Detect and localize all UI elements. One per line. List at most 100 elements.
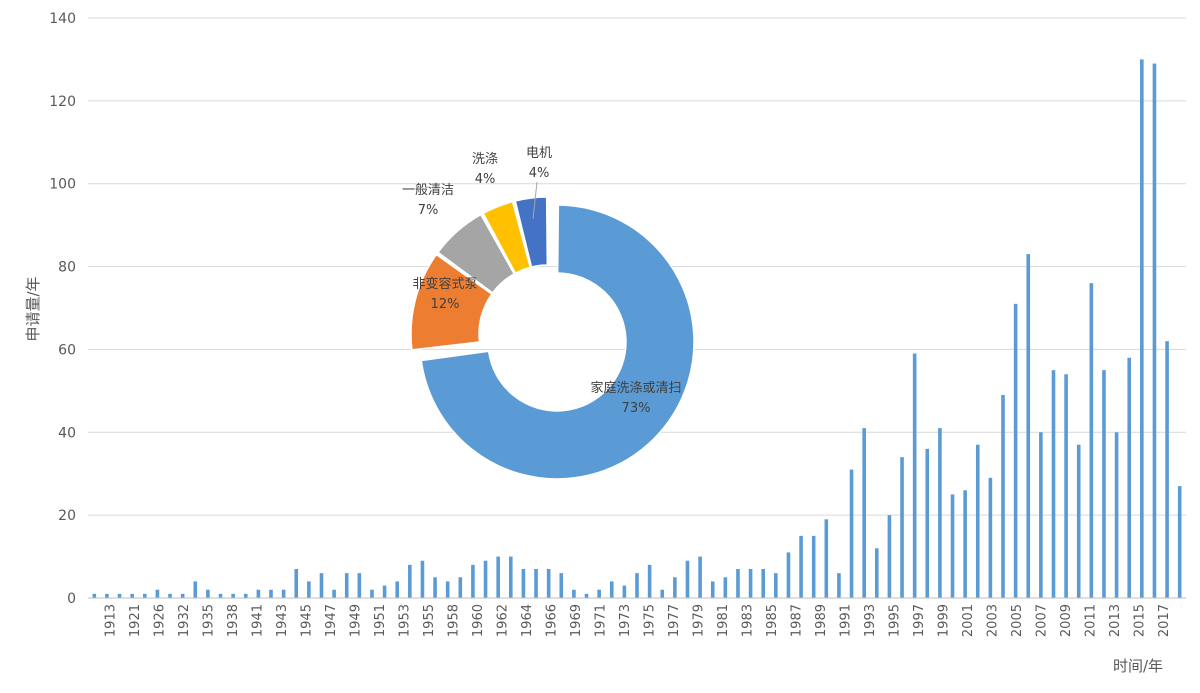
y-axis-title: 申请量/年	[24, 276, 42, 341]
x-tick-label: 1979	[691, 604, 706, 637]
bar	[483, 560, 488, 598]
bar	[382, 585, 387, 598]
bar	[471, 564, 475, 598]
x-tick-label: 1960	[471, 604, 486, 637]
bar	[761, 569, 766, 598]
bar	[408, 564, 412, 598]
x-tick-label: 1997	[912, 604, 927, 637]
bar	[231, 593, 235, 598]
leader-line	[532, 181, 538, 220]
bar	[332, 589, 336, 598]
x-tick-label: 2007	[1034, 604, 1049, 637]
bar	[597, 589, 601, 598]
bar	[508, 556, 513, 598]
x-tick-label: 1983	[740, 604, 755, 637]
x-tick-label: 1971	[593, 604, 608, 637]
bar	[710, 581, 715, 598]
bar	[155, 589, 160, 598]
doughnut-slice	[514, 196, 549, 268]
doughnut-label-name: 一般清洁	[402, 182, 454, 198]
doughnut-label-name: 非变容式泵	[412, 276, 477, 292]
y-tick-label: 140	[49, 11, 76, 27]
bar	[420, 560, 425, 598]
bar	[117, 593, 122, 598]
y-tick-label: 60	[58, 342, 76, 358]
bar	[925, 448, 930, 598]
x-tick-label: 1975	[642, 604, 657, 637]
bar	[748, 569, 753, 598]
bar	[1013, 303, 1018, 598]
bar	[1076, 444, 1081, 598]
bar	[849, 469, 854, 598]
bar	[105, 593, 109, 598]
bar	[1177, 486, 1182, 598]
x-tick-label: 1989	[814, 604, 829, 637]
x-tick-label: 1938	[226, 604, 241, 637]
doughnut-labels: 家庭洗涤或清扫 73% 非变容式泵 12% 一般清洁 7% 洗涤 4% 电机 4%	[402, 146, 682, 416]
bar	[698, 556, 702, 598]
doughnut-slice	[482, 200, 532, 275]
bar	[609, 581, 614, 598]
x-tick-label: 1953	[397, 604, 412, 637]
bar	[1127, 357, 1132, 598]
bar	[193, 581, 198, 598]
doughnut-label-pct: 4%	[529, 166, 550, 181]
bar	[799, 535, 803, 598]
bar	[685, 560, 690, 598]
bar	[1001, 395, 1005, 598]
x-tick-label: 1993	[863, 604, 878, 637]
bar	[521, 569, 526, 598]
x-axis-title: 时间/年	[1113, 657, 1163, 675]
x-tick-label: 2013	[1108, 604, 1123, 637]
x-tick-label: 2011	[1083, 604, 1098, 637]
y-axis-ticks: 0 20 40 60 80 100 120 140	[49, 11, 76, 607]
y-tick-label: 20	[58, 508, 76, 524]
bar	[395, 581, 400, 598]
doughnut-slice	[436, 213, 516, 294]
y-tick-label: 100	[49, 177, 76, 193]
bar	[1064, 374, 1068, 598]
bar	[256, 589, 261, 598]
bar	[874, 548, 879, 598]
bar	[142, 593, 147, 598]
y-tick-label: 120	[49, 94, 76, 110]
x-tick-label: 1966	[544, 604, 559, 637]
bar	[496, 556, 500, 598]
x-tick-label: 1932	[177, 604, 192, 637]
x-tick-label: 1951	[373, 604, 388, 637]
bar	[243, 593, 248, 598]
bar	[1114, 432, 1119, 598]
doughnut-label-name: 家庭洗涤或清扫	[590, 380, 681, 396]
bar	[950, 494, 955, 598]
x-tick-label: 1913	[103, 604, 118, 637]
x-tick-label: 1981	[716, 604, 731, 637]
x-tick-label: 1941	[250, 604, 265, 637]
bar	[281, 589, 286, 598]
bar	[433, 577, 437, 598]
bar	[963, 490, 967, 598]
doughnut-chart	[410, 196, 695, 480]
doughnut-label-pct: 12%	[431, 297, 460, 312]
bar	[1026, 254, 1031, 598]
bar	[723, 577, 728, 598]
bar	[837, 573, 841, 598]
bar	[1140, 59, 1144, 598]
bar	[1051, 370, 1056, 598]
bar	[559, 573, 564, 598]
x-tick-label: 2009	[1059, 604, 1074, 637]
x-tick-label: 1945	[299, 604, 314, 637]
bar	[1152, 63, 1157, 599]
bar	[736, 569, 740, 598]
bar	[635, 573, 639, 598]
x-tick-label: 2005	[1010, 604, 1025, 637]
bar	[307, 581, 311, 598]
doughnut-label-name: 洗涤	[472, 152, 498, 167]
bar	[647, 564, 652, 598]
doughnut-label-pct: 73%	[622, 401, 651, 416]
bar	[988, 477, 993, 598]
bar	[572, 589, 576, 598]
bar	[206, 589, 210, 598]
bar	[786, 552, 791, 598]
bar	[622, 585, 627, 598]
bar	[180, 593, 185, 598]
